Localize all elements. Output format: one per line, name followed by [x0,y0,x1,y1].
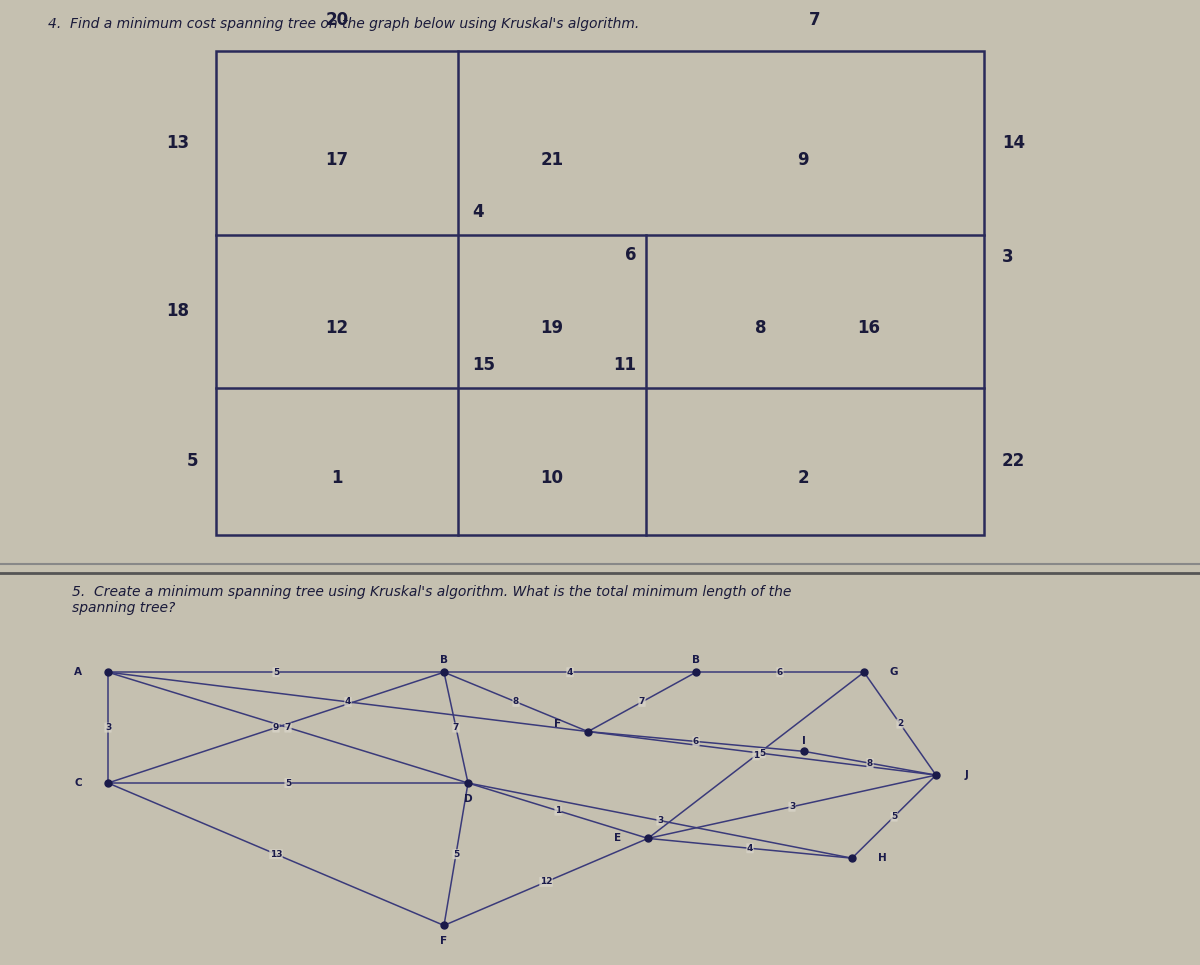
Text: 15: 15 [473,356,496,373]
Text: 1: 1 [752,751,760,759]
Text: I: I [802,736,806,747]
Text: 7: 7 [809,11,821,29]
Text: 8: 8 [866,758,874,768]
Text: E: E [614,834,622,843]
Text: 1: 1 [554,806,562,815]
Text: 3: 3 [656,816,664,825]
Text: G: G [889,667,899,677]
Text: 5: 5 [452,850,460,859]
Text: 14: 14 [1002,134,1025,152]
Bar [216,51,984,536]
Text: 13: 13 [167,134,190,152]
Text: 2: 2 [896,719,904,729]
Text: 17: 17 [325,152,348,169]
Text: 9: 9 [797,152,809,169]
Text: 1: 1 [331,469,343,487]
Text: 22: 22 [1002,453,1025,470]
Text: 20: 20 [325,11,348,29]
Text: F: F [440,936,448,947]
Text: 13: 13 [270,850,282,859]
Text: B: B [692,655,700,665]
Text: 8: 8 [512,698,520,706]
Text: 4.  Find a minimum cost spanning tree on the graph below using Kruskal's algorit: 4. Find a minimum cost spanning tree on … [48,17,640,31]
Text: 10: 10 [540,469,564,487]
Text: 6: 6 [776,668,784,676]
Text: 3: 3 [104,723,112,732]
Text: C: C [74,778,82,788]
Text: D: D [463,794,473,804]
Text: 21: 21 [540,152,564,169]
Text: 19: 19 [540,319,564,338]
Text: 11: 11 [613,356,636,373]
Text: 5: 5 [758,749,766,758]
Text: 8: 8 [755,319,767,338]
Text: 4: 4 [566,668,574,676]
Text: 4: 4 [473,204,484,221]
Text: 5: 5 [186,453,198,470]
Text: 4: 4 [344,698,352,706]
Text: 6: 6 [692,737,700,746]
Text: 7: 7 [638,698,646,706]
Text: 12: 12 [325,319,348,338]
Text: H: H [877,853,887,863]
Text: 3: 3 [788,802,796,812]
Text: 2: 2 [797,469,809,487]
Text: A: A [74,667,82,677]
Text: 3: 3 [1002,248,1014,265]
Text: 7: 7 [452,723,460,732]
Text: 7: 7 [284,723,292,732]
Text: 5: 5 [890,813,898,821]
Text: 9: 9 [272,723,280,732]
Text: 4: 4 [746,843,754,853]
Text: F: F [554,719,562,729]
Text: 12: 12 [540,877,552,887]
Text: 18: 18 [167,302,190,320]
Text: J: J [964,770,968,780]
Text: 5: 5 [272,668,280,676]
Text: 5.  Create a minimum spanning tree using Kruskal's algorithm. What is the total : 5. Create a minimum spanning tree using … [72,585,791,616]
Text: B: B [440,655,448,665]
Text: 5: 5 [284,779,292,787]
Text: 6: 6 [625,246,636,264]
Text: 16: 16 [858,319,881,338]
